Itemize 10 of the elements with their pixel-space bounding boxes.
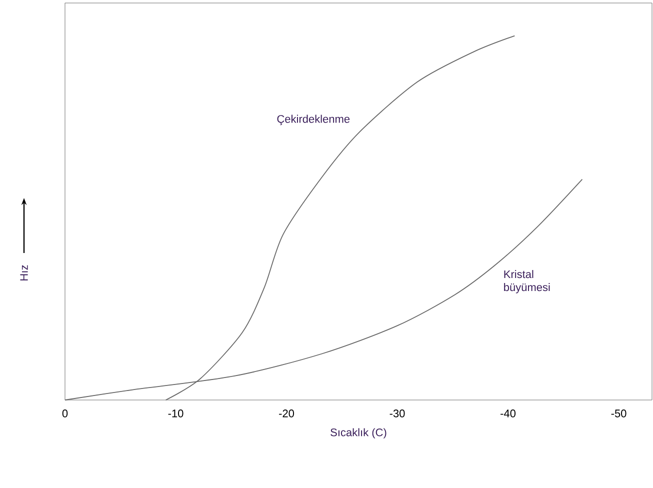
x-axis-title: Sıcaklık (C) [330,428,386,438]
y-axis-title: Hız [20,265,28,280]
x-tick-label: 0 [62,410,68,418]
series-label: Kristal büyümesi [504,270,550,294]
x-tick-label: -10 [168,410,184,418]
series-label: Çekirdeklenme [277,114,350,126]
x-tick-label: -40 [500,410,516,418]
x-tick-label: -20 [279,410,294,418]
x-tick-label: -30 [390,410,405,418]
x-tick-label: -50 [611,410,626,418]
